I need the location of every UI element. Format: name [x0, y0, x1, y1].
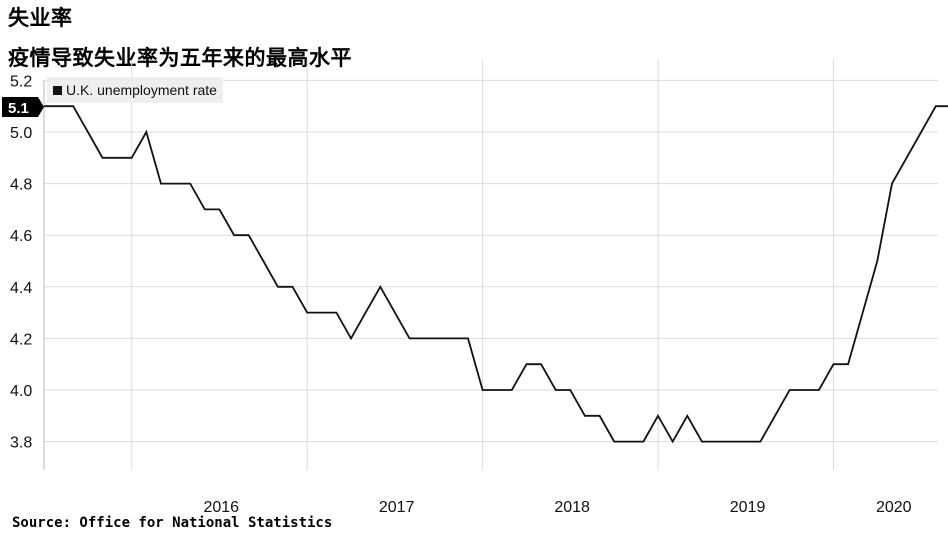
last-value-badge: 5.1	[2, 97, 44, 117]
series-layer	[44, 105, 948, 444]
y-tick-label: 4.0	[10, 383, 32, 400]
last-value-label: 5.1	[8, 100, 29, 117]
y-tick-label: 4.6	[10, 228, 32, 245]
chart-subtitle: 疫情导致失业率为五年来的最高水平	[8, 46, 352, 70]
legend: U.K. unemployment rate	[47, 77, 223, 103]
chart-title: 失业率	[8, 6, 73, 30]
y-tick-label: 5.0	[10, 125, 32, 142]
source-note: Source: Office for National Statistics	[12, 515, 333, 531]
x-tick-label: 2016	[203, 499, 239, 516]
last-value-badge-shape	[2, 97, 44, 117]
legend-background	[47, 77, 223, 103]
y-tick-label: 4.8	[10, 177, 32, 194]
y-tick-label: 4.2	[10, 331, 32, 348]
axis-layer: 5.2 5.0 4.8 4.6 4.4 4.2 4.0 3.8 2016 2017 2018 2019…	[10, 73, 912, 516]
x-tick-label: 2018	[554, 499, 590, 516]
y-tick-label: 3.8	[10, 435, 32, 452]
x-tick-label: 2020	[876, 499, 912, 516]
series-line	[44, 105, 948, 444]
legend-label: U.K. unemployment rate	[66, 82, 217, 98]
y-tick-label: 5.2	[10, 73, 32, 90]
legend-swatch	[53, 86, 62, 95]
x-tick-label: 2019	[730, 499, 766, 516]
grid-layer	[44, 60, 938, 470]
x-tick-label: 2017	[379, 499, 415, 516]
y-tick-label: 4.4	[10, 280, 32, 297]
